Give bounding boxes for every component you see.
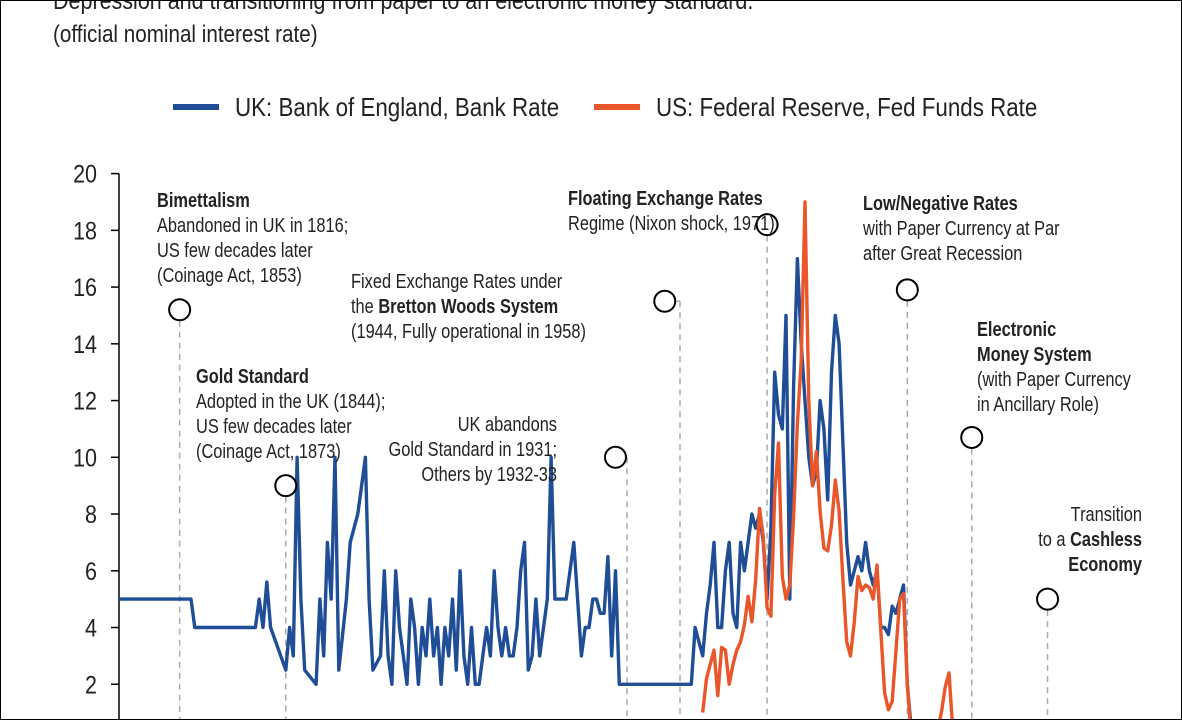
annotation-line: (with Paper Currency (977, 367, 1132, 390)
annotation-line: US few decades later (196, 414, 352, 437)
event-guides (178, 235, 1049, 719)
legend-item-us: US: Federal Reserve, Fed Funds Rate (594, 93, 1037, 122)
event-marker (168, 298, 192, 322)
annotation-line: to a Cashless (1038, 527, 1142, 550)
annotation-line: the Bretton Woods System (351, 294, 558, 317)
annotation-line: in Ancillary Role) (977, 392, 1099, 415)
annotation-line: Money System (977, 342, 1092, 365)
y-tick-label: 8 (85, 501, 97, 529)
annotation-line: Electronic (977, 317, 1056, 340)
annotation-line: Others by 1932-33 (421, 462, 557, 485)
annotation-line: (Coinage Act, 1853) (157, 263, 302, 286)
event-marker (603, 445, 627, 469)
y-tick-label: 20 (73, 160, 97, 188)
y-tick-label: 16 (73, 274, 97, 302)
chart-subtitle: (official nominal interest rate) (53, 21, 318, 48)
y-tick-label: 4 (85, 614, 97, 642)
annotation-line: Adopted in the UK (1844); (196, 389, 385, 412)
y-tick-label: 18 (73, 217, 97, 245)
event-marker (960, 425, 984, 449)
y-tick-label: 2 (85, 671, 97, 699)
event-marker (755, 213, 779, 237)
legend-item-uk: UK: Bank of England, Bank Rate (173, 93, 559, 122)
annotation-line: Gold Standard in 1931; (389, 437, 557, 460)
annotation-line: with Paper Currency at Par (862, 216, 1060, 239)
y-tick-label: 10 (73, 444, 97, 472)
annotation-line: US few decades later (157, 238, 313, 261)
event-marker (1036, 587, 1060, 611)
event-marker (274, 474, 298, 498)
annotation-line: Floating Exchange Rates (568, 186, 763, 209)
annotation-line: Economy (1068, 552, 1142, 575)
legend-label: US: Federal Reserve, Fed Funds Rate (656, 93, 1037, 122)
event-marker (653, 289, 677, 313)
y-tick-label: 14 (73, 330, 97, 358)
annotation-line: (1944, Fully operational in 1958) (351, 319, 586, 342)
y-axis: 2 4 6 8 10 12 14 16 18 20 (73, 160, 120, 719)
us-fed-funds-line (701, 200, 954, 719)
legend: UK: Bank of England, Bank Rate US: Federa… (173, 93, 1037, 122)
annotation-line: UK abandons (458, 412, 557, 435)
series-lines (119, 200, 954, 719)
annotation-line: Regime (Nixon shock, 1971) (568, 211, 775, 234)
annotation-line: Transition (1071, 502, 1142, 525)
event-marker (895, 278, 919, 302)
annotation-line: after Great Recession (863, 241, 1022, 264)
annotation-line: (Coinage Act, 1873) (196, 439, 341, 462)
annotation-line: Low/Negative Rates (863, 191, 1018, 214)
annotation-line: Gold Standard (196, 364, 309, 387)
chart-title: Depression and transitioning from paper … (53, 0, 754, 15)
annotation-line: Bimettalism (157, 188, 250, 211)
annotation-line: Fixed Exchange Rates under (351, 269, 562, 292)
legend-label: UK: Bank of England, Bank Rate (235, 93, 559, 122)
y-tick-label: 12 (73, 387, 97, 415)
y-tick-label: 6 (85, 557, 97, 585)
annotation-line: Abandoned in UK in 1816; (157, 213, 348, 236)
